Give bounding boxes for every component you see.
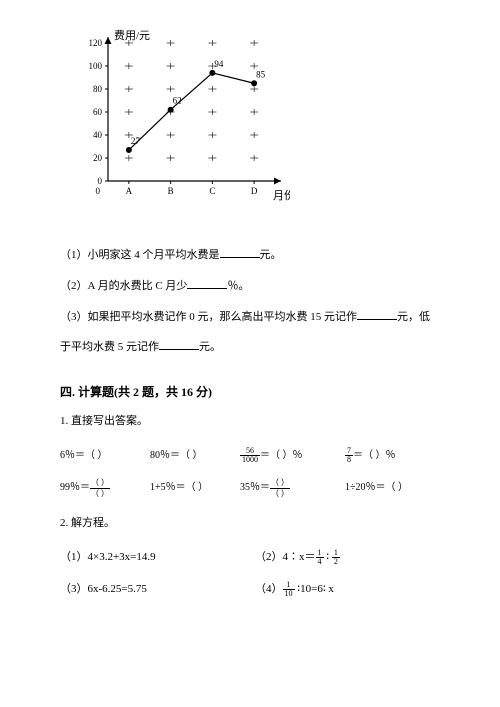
svg-text:月份: 月份 bbox=[273, 189, 290, 202]
calc-r2c3-text: 35％＝ bbox=[240, 482, 270, 493]
calc-r2c2: 1+5％＝（ ） bbox=[150, 478, 240, 497]
eq-2: （2）4∶x＝14 ∶ 12 bbox=[255, 548, 450, 566]
sub-2-title: 2. 解方程。 bbox=[60, 514, 450, 530]
q3-blank-1 bbox=[357, 310, 397, 320]
q2-text: （2）A 月的水费比 C 月少 bbox=[60, 280, 187, 292]
q3-blank-2 bbox=[159, 341, 199, 351]
svg-text:费用/元: 费用/元 bbox=[114, 29, 150, 42]
q2-blank bbox=[187, 279, 227, 289]
calc-r2c4: 1÷20％＝（ ） bbox=[345, 478, 408, 497]
calc-row-2: 99％＝（ ）（ ） 1+5％＝（ ） 35％＝（ ）（ ） 1÷20％＝（ ） bbox=[60, 478, 450, 497]
question-3b: 于平均水费 5 元记作 元。 bbox=[60, 332, 450, 363]
eq-2-a: （2）4∶x＝ bbox=[255, 551, 316, 563]
q3-text-b: 元，低 bbox=[397, 311, 430, 323]
svg-text:0: 0 bbox=[98, 176, 103, 186]
svg-text:120: 120 bbox=[89, 38, 103, 48]
eq-row-1: （1）4×3.2+3x=14.9 （2）4∶x＝14 ∶ 12 bbox=[60, 548, 450, 566]
calc-r1c4: 78＝（ ）％ bbox=[345, 446, 396, 464]
svg-text:A: A bbox=[126, 186, 133, 196]
q3-text-c: 于平均水费 5 元记作 bbox=[60, 341, 159, 353]
paren-frac-2: （ ）（ ） bbox=[270, 479, 290, 498]
svg-text:D: D bbox=[251, 186, 258, 196]
calc-r2c1-text: 99％＝ bbox=[60, 482, 90, 493]
svg-text:0: 0 bbox=[96, 186, 101, 196]
svg-text:100: 100 bbox=[89, 61, 103, 71]
line-chart: 0 20 40 60 80 100 120 A B C D 27 62 94 85 费用/元月份 0 bbox=[70, 25, 450, 210]
eq-4-b: ∶10=6∶ x bbox=[295, 583, 334, 595]
q3-text-d: 元。 bbox=[199, 341, 221, 353]
q3-text-a: （3）如果把平均水费记作 0 元，那么高出平均水费 15 元记作 bbox=[60, 311, 357, 323]
frac-7-8: 78 bbox=[345, 447, 353, 464]
svg-text:20: 20 bbox=[93, 153, 103, 163]
frac-1-4: 14 bbox=[316, 549, 324, 566]
questions-block: （1）小明家这 4 个月平均水费是元。 （2）A 月的水费比 C 月少％。 （3… bbox=[60, 240, 450, 363]
svg-text:80: 80 bbox=[93, 84, 103, 94]
question-3a: （3）如果把平均水费记作 0 元，那么高出平均水费 15 元记作 元，低 bbox=[60, 302, 450, 333]
calc-row-1: 6％＝（ ） 80％＝（ ） 561000＝（ ）％ 78＝（ ）％ bbox=[60, 446, 450, 464]
sub-1-title: 1. 直接写出答案。 bbox=[60, 412, 450, 428]
question-1: （1）小明家这 4 个月平均水费是 元。 bbox=[60, 240, 450, 271]
eq-2-mid: ∶ bbox=[324, 551, 332, 563]
frac-1-10: 110 bbox=[283, 581, 295, 598]
q1-text: （1）小明家这 4 个月平均水费是 bbox=[60, 249, 220, 261]
svg-text:60: 60 bbox=[93, 107, 103, 117]
eq-row-2: （3）6x-6.25=5.75 （4）110 ∶10=6∶ x bbox=[60, 580, 450, 598]
calc-r1c3: 561000＝（ ）％ bbox=[240, 446, 345, 464]
calc-r1c1: 6％＝（ ） bbox=[60, 446, 150, 464]
section-4-title: 四. 计算题(共 2 题，共 16 分) bbox=[60, 383, 450, 400]
eq-1: （1）4×3.2+3x=14.9 bbox=[60, 548, 255, 566]
frac-1-2: 12 bbox=[332, 549, 340, 566]
calc-r2c3: 35％＝（ ）（ ） bbox=[240, 478, 345, 497]
frac-56-1000: 561000 bbox=[240, 447, 260, 464]
svg-text:C: C bbox=[209, 186, 215, 196]
svg-text:40: 40 bbox=[93, 130, 103, 140]
q1-blank bbox=[220, 248, 260, 258]
question-2: （2）A 月的水费比 C 月少 ％。 bbox=[60, 271, 450, 302]
calc-r1c4-text: ＝（ ）％ bbox=[353, 450, 396, 461]
paren-frac-1: （ ）（ ） bbox=[90, 479, 110, 498]
section-4: 四. 计算题(共 2 题，共 16 分) 1. 直接写出答案。 6％＝（ ） 8… bbox=[60, 383, 450, 597]
svg-text:62: 62 bbox=[173, 96, 182, 106]
calc-r1c3-text: ＝（ ）％ bbox=[260, 450, 303, 461]
eq-3: （3）6x-6.25=5.75 bbox=[60, 580, 255, 598]
svg-text:27: 27 bbox=[131, 136, 141, 146]
calc-r1c2: 80％＝（ ） bbox=[150, 446, 240, 464]
svg-text:85: 85 bbox=[256, 69, 266, 79]
q1-suffix: 元。 bbox=[260, 249, 282, 261]
svg-text:94: 94 bbox=[214, 59, 224, 69]
q2-suffix: ％。 bbox=[227, 280, 249, 292]
calc-r2c1: 99％＝（ ）（ ） bbox=[60, 478, 150, 497]
eq-4: （4）110 ∶10=6∶ x bbox=[255, 580, 450, 598]
svg-text:B: B bbox=[168, 186, 174, 196]
chart-svg: 0 20 40 60 80 100 120 A B C D 27 62 94 85 费用/元月份 0 bbox=[70, 25, 290, 205]
eq-4-a: （4） bbox=[255, 583, 283, 595]
